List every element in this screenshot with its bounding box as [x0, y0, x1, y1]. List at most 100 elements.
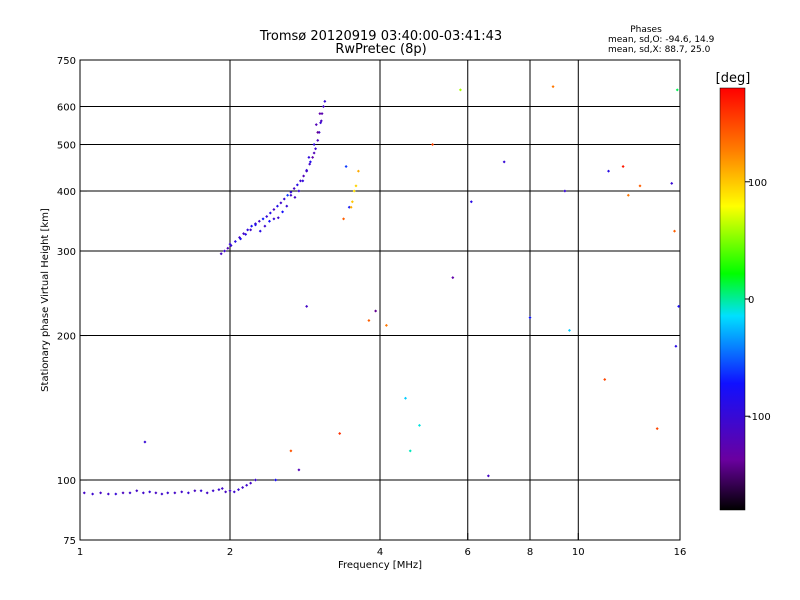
data-point [224, 490, 228, 494]
data-point [276, 216, 280, 220]
data-point [267, 219, 271, 223]
data-point [347, 205, 351, 209]
data-point [272, 217, 276, 221]
data-point [305, 169, 309, 173]
data-point [311, 155, 315, 159]
data-point [451, 276, 455, 280]
data-point [297, 189, 301, 193]
x-tick-label: 1 [77, 547, 83, 558]
colorbar-tick-label: 0 [748, 295, 754, 306]
data-point [232, 490, 236, 494]
data-point [223, 249, 227, 253]
phases-line-x: mean, sd,X: 88.7, 25.0 [608, 45, 711, 55]
y-tick-label: 200 [57, 332, 76, 343]
data-point [154, 491, 158, 495]
data-point [160, 492, 164, 496]
data-point [141, 491, 145, 495]
x-tick-label: 6 [465, 547, 471, 558]
chart-title-line2: RwPretec (8p) [335, 42, 426, 57]
data-point [282, 197, 286, 201]
data-point [308, 162, 312, 166]
data-point [82, 491, 86, 495]
data-point [408, 449, 412, 453]
data-point [143, 440, 147, 444]
data-point [228, 242, 232, 246]
data-point [246, 228, 250, 232]
data-point [297, 468, 301, 472]
data-point [180, 490, 184, 494]
data-point [275, 204, 279, 208]
data-point [268, 211, 272, 215]
data-point [551, 85, 555, 89]
data-point [321, 105, 325, 109]
colorbar-ticks: 100 0 -100 [745, 178, 771, 423]
data-point [285, 204, 289, 208]
data-point [307, 155, 311, 159]
data-point [272, 208, 276, 212]
data-point [205, 491, 209, 495]
data-point [239, 237, 243, 241]
data-point [228, 489, 232, 493]
data-point [295, 183, 299, 187]
data-point [211, 489, 215, 493]
data-point [253, 478, 257, 482]
data-point [250, 224, 254, 228]
data-point [655, 427, 659, 431]
colorbar-tick-label: -100 [748, 412, 771, 423]
data-point [199, 489, 203, 493]
x-tick-label: 4 [377, 547, 383, 558]
data-point [567, 328, 571, 332]
data-point [261, 217, 265, 221]
y-axis-ticks: 75 100 200 300 400 500 600 750 [57, 56, 87, 547]
x-tick-label: 8 [527, 547, 533, 558]
data-point [670, 181, 674, 185]
data-point [289, 190, 293, 194]
data-point [302, 174, 306, 178]
data-point [249, 228, 253, 232]
data-point [289, 449, 293, 453]
data-point [314, 123, 318, 127]
data-point [186, 491, 190, 495]
data-point [258, 229, 262, 233]
chart-title-line1: Tromsø 20120919 03:40:00-03:41:43 [259, 29, 502, 44]
data-point [128, 491, 132, 495]
data-point [305, 304, 309, 308]
data-point [293, 195, 297, 199]
phases-line-o: mean, sd,O: -94.6, 14.9 [608, 35, 715, 45]
data-point [350, 200, 354, 204]
data-point [91, 492, 95, 496]
data-point [621, 164, 625, 168]
data-point [249, 481, 253, 485]
data-point [314, 147, 318, 151]
data-point [236, 488, 240, 492]
data-point [312, 151, 316, 155]
data-point [603, 377, 607, 381]
data-point [298, 179, 302, 183]
x-tick-label: 10 [572, 547, 585, 558]
data-point [173, 491, 177, 495]
data-point [135, 489, 139, 493]
data-point [403, 396, 407, 400]
data-point [528, 316, 532, 320]
data-point [316, 138, 320, 142]
data-point [219, 252, 223, 256]
data-point [319, 119, 323, 123]
data-point [677, 304, 681, 308]
data-point [344, 164, 348, 168]
data-point [318, 112, 322, 116]
data-point [257, 219, 261, 223]
colorbar-tick-label: 100 [748, 178, 767, 189]
y-tick-label: 600 [57, 103, 76, 114]
data-point [384, 323, 388, 327]
y-tick-label: 75 [63, 536, 76, 547]
data-point [626, 193, 630, 197]
data-point [274, 478, 278, 482]
data-point [417, 423, 421, 427]
x-axis-label: Frequency [MHz] [338, 560, 422, 571]
x-tick-label: 16 [674, 547, 687, 558]
data-point [301, 179, 305, 183]
data-point [673, 229, 677, 233]
y-tick-label: 750 [57, 56, 76, 67]
data-point [99, 491, 103, 495]
